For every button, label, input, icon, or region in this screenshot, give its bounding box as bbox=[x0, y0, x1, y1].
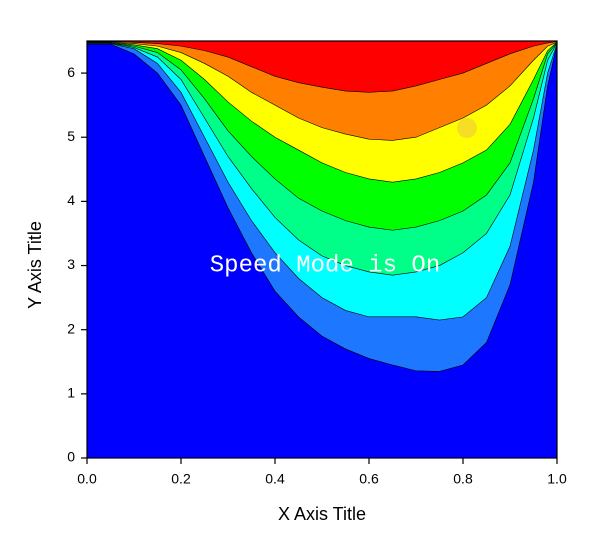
contour-band bbox=[86, 40, 558, 93]
y-tick-label: 6 bbox=[67, 64, 75, 80]
y-tick-label: 2 bbox=[67, 320, 75, 336]
y-tick-label: 5 bbox=[67, 128, 75, 144]
y-tick-label: 3 bbox=[67, 256, 75, 272]
y-tick-label: 1 bbox=[67, 385, 75, 401]
cursor-marker bbox=[457, 118, 477, 138]
x-tick-label: 0.4 bbox=[265, 471, 285, 487]
plot-frame bbox=[86, 40, 558, 459]
y-tick-label: 0 bbox=[67, 449, 75, 465]
x-tick-label: 0.8 bbox=[453, 471, 473, 487]
x-axis-title: X Axis Title bbox=[278, 504, 366, 524]
overlay-text: Speed Mode is On bbox=[210, 252, 440, 279]
x-tick-label: 0.0 bbox=[77, 471, 97, 487]
x-tick-label: 1.0 bbox=[547, 471, 567, 487]
y-axis-title: Y Axis Title bbox=[25, 221, 45, 309]
y-tick-label: 4 bbox=[67, 192, 75, 208]
x-tick-label: 0.6 bbox=[359, 471, 379, 487]
x-tick-label: 0.2 bbox=[171, 471, 191, 487]
